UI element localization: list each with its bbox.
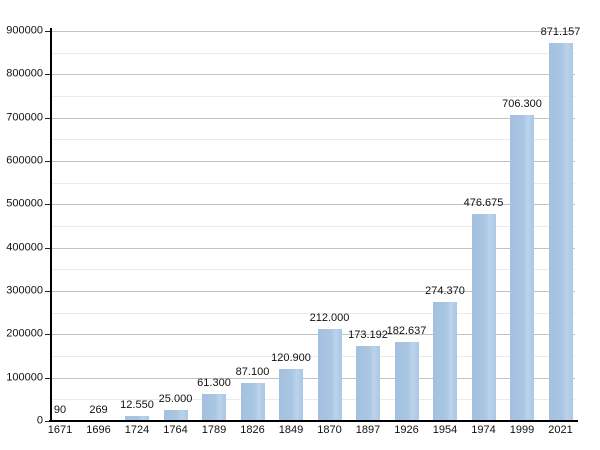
bar-value-label: 476.675: [463, 197, 504, 210]
x-axis-line: [49, 420, 578, 422]
x-axis-tick-label: 1926: [394, 424, 419, 436]
x-axis-tick-label: 1671: [47, 424, 73, 436]
y-axis-tick-label: 100000: [6, 371, 43, 384]
x-axis-tick-label: 1999: [509, 424, 535, 436]
bar-value-label: 173.192: [348, 328, 388, 341]
bar-1826: [240, 383, 265, 421]
major-gridline: [50, 291, 575, 292]
x-axis-tick-label: 1870: [317, 424, 342, 436]
y-axis-tick-label: 700000: [6, 111, 43, 124]
y-axis-tick: [45, 334, 50, 336]
bar-value-label: 269: [89, 403, 108, 416]
y-axis-tick: [45, 117, 50, 119]
y-axis-tick: [45, 377, 50, 379]
y-axis-tick-label: 400000: [6, 241, 43, 254]
y-axis-tick: [45, 31, 50, 32]
bar-value-label: 25.000: [158, 393, 193, 406]
bar-1789: [202, 394, 226, 421]
y-axis-tick: [45, 247, 50, 249]
y-axis-tick-label: 900000: [6, 24, 43, 37]
bar-value-label: 61.300: [197, 377, 231, 390]
y-axis-tick: [45, 291, 50, 292]
y-axis-tick: [45, 161, 50, 162]
bar-value-label: 120.900: [271, 351, 311, 364]
bar-value-label: 87.100: [235, 366, 270, 379]
y-axis-tick: [45, 204, 50, 206]
major-gridline: [50, 247, 575, 249]
bar-value-label: 871.157: [540, 26, 581, 39]
bar-value-label: 212.000: [309, 312, 350, 325]
y-axis-tick: [45, 74, 50, 76]
bar-value-label: 90: [53, 403, 67, 416]
bar-1849: [279, 368, 303, 421]
x-axis-tick-label: 1789: [201, 424, 227, 436]
bar-1724: [125, 415, 149, 421]
major-gridline: [50, 117, 575, 119]
x-axis-tick-label: 1764: [163, 424, 188, 436]
y-axis-tick-label: 500000: [6, 197, 43, 210]
minor-gridline: [50, 182, 575, 184]
bar-1974: [471, 214, 496, 421]
x-axis-tick-label: 1954: [432, 424, 458, 436]
y-axis-tick: [45, 421, 50, 422]
bar-1954: [433, 302, 457, 421]
bar-value-label: 274.370: [425, 285, 465, 298]
major-gridline: [50, 204, 575, 206]
y-axis-tick-label: 200000: [6, 327, 43, 340]
x-axis-tick-label: 2021: [548, 424, 573, 436]
minor-gridline: [50, 52, 575, 54]
major-gridline: [50, 31, 575, 32]
minor-gridline: [50, 226, 575, 227]
major-gridline: [50, 74, 575, 76]
x-axis-tick-label: 1974: [471, 424, 496, 436]
y-axis-tick-label: 600000: [6, 154, 43, 167]
y-axis-tick-label: 800000: [6, 67, 43, 80]
minor-gridline: [50, 139, 575, 141]
minor-gridline: [50, 399, 575, 401]
minor-gridline: [50, 96, 575, 97]
x-axis-tick-label: 1826: [240, 424, 265, 436]
minor-gridline: [50, 269, 575, 271]
y-axis-line: [50, 28, 52, 421]
bar-1870: [317, 329, 342, 421]
x-axis-tick-label: 1849: [278, 424, 304, 436]
bar-value-label: 182.637: [386, 324, 427, 337]
bar-value-label: 12.550: [120, 398, 154, 411]
x-axis-tick-label: 1696: [86, 424, 111, 436]
bar-2021: [548, 43, 573, 421]
x-axis-tick-label: 1897: [355, 424, 381, 436]
y-axis-tick-label: 300000: [6, 284, 43, 297]
minor-gridline: [50, 312, 575, 314]
bar-1999: [510, 114, 534, 421]
y-axis-tick-label: 0: [36, 414, 43, 427]
bar-1764: [163, 410, 188, 421]
major-gridline: [50, 161, 575, 162]
major-gridline: [50, 377, 575, 379]
bar-1926: [394, 341, 419, 421]
minor-gridline: [50, 356, 575, 357]
bar-1897: [356, 345, 380, 421]
bar-value-label: 706.300: [502, 97, 542, 110]
x-axis-tick-label: 1724: [124, 424, 150, 436]
major-gridline: [50, 334, 575, 336]
